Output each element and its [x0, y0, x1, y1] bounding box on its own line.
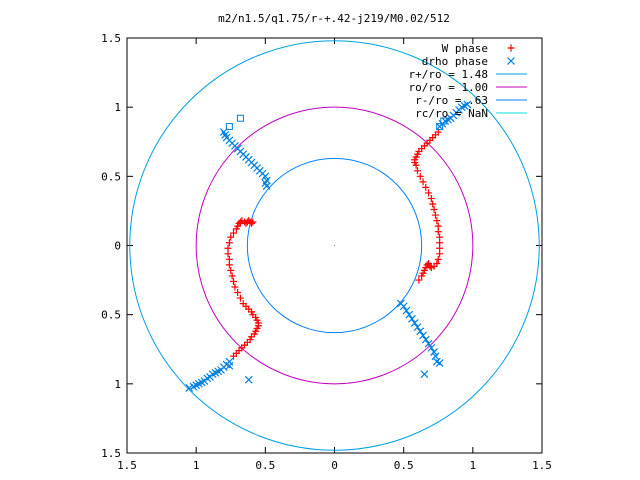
cross-point	[261, 172, 270, 181]
plus-point	[239, 300, 247, 308]
plus-point	[231, 283, 239, 291]
plus-point	[248, 219, 255, 227]
legend-marker	[507, 57, 515, 65]
plus-point	[427, 194, 435, 202]
y-tick-label: 0	[114, 240, 121, 253]
plus-point	[425, 259, 433, 267]
y-tick-label: 0.5	[101, 309, 121, 322]
cross-point	[463, 100, 472, 109]
plus-point	[224, 244, 232, 252]
plus-point	[433, 217, 441, 225]
cross-point	[402, 306, 411, 315]
cross-point	[225, 361, 234, 370]
cross-point	[424, 339, 433, 348]
plus-point	[414, 167, 421, 175]
plus-point	[415, 276, 423, 284]
circle-ro/ro = 1.00	[195, 106, 474, 385]
cross-point	[420, 370, 429, 379]
plus-point	[436, 250, 444, 258]
plus-point	[429, 200, 437, 208]
cross-point	[405, 310, 414, 319]
origin-dot	[333, 244, 336, 247]
plus-point	[234, 289, 242, 297]
x-tick-label: 0.5	[255, 459, 275, 472]
cross-point	[416, 327, 425, 336]
legend-label: drho phase	[422, 55, 488, 68]
y-tick-label: 0.5	[101, 170, 121, 183]
cross-point	[419, 331, 427, 340]
cross-point	[189, 382, 198, 391]
plus-point	[230, 277, 238, 285]
cross-point	[410, 319, 419, 327]
legend-marker	[507, 44, 515, 52]
cross-point	[421, 335, 430, 344]
cross-point	[399, 302, 408, 311]
data-points	[185, 100, 472, 392]
plus-point	[236, 294, 244, 302]
plus-point	[430, 206, 438, 214]
legend-label: W phase	[442, 42, 488, 55]
plus-point	[416, 172, 424, 180]
circle-r+/ro = 1.48	[129, 40, 540, 451]
circle-r-/ro = .63	[246, 157, 423, 334]
plus-point	[227, 266, 235, 274]
cross-point	[427, 343, 436, 352]
reference-circles	[129, 40, 540, 451]
x-tick-label: 1	[470, 459, 477, 472]
cross-point	[413, 323, 422, 332]
plus-point	[434, 228, 442, 236]
cross-point	[430, 348, 439, 356]
plus-point	[225, 239, 233, 247]
x-tick-label: 1.5	[117, 459, 137, 472]
legend-label: ro/ro = 1.00	[409, 81, 488, 94]
legend-label: r-/ro = .63	[415, 94, 488, 107]
plus-point	[230, 229, 238, 237]
y-tick-label: 1.5	[101, 32, 121, 45]
legend-label: rc/ro = NaN	[415, 107, 488, 120]
square-point	[236, 114, 244, 122]
plus-point	[228, 272, 236, 280]
plus-point	[431, 211, 439, 219]
legend-label: r+/ro = 1.48	[409, 68, 488, 81]
y-tick-label: 1	[114, 378, 121, 391]
cross-point	[185, 384, 194, 392]
plus-point	[249, 218, 257, 226]
square-point	[436, 123, 444, 131]
cross-point	[244, 375, 253, 384]
cross-point	[262, 182, 271, 190]
chart-title: m2/n1.5/q1.75/r-+.42-j219/M0.02/512	[218, 12, 450, 25]
plus-point	[225, 255, 233, 263]
plus-point	[425, 189, 433, 197]
plus-point	[227, 233, 235, 241]
y-tick-label: 1	[114, 101, 121, 114]
y-tick-label: 1.5	[101, 447, 121, 460]
plus-point	[422, 183, 430, 191]
square-point	[225, 123, 233, 131]
x-tick-label: 1.5	[532, 459, 552, 472]
cross-point	[435, 359, 444, 368]
square-point	[440, 117, 448, 125]
x-tick-label: 0.5	[394, 459, 414, 472]
x-tick-label: 1	[193, 459, 200, 472]
plus-point	[434, 255, 442, 263]
x-tick-label: 0	[331, 459, 338, 472]
plus-point	[418, 272, 426, 280]
plus-point	[419, 178, 427, 186]
cross-point	[408, 314, 416, 323]
